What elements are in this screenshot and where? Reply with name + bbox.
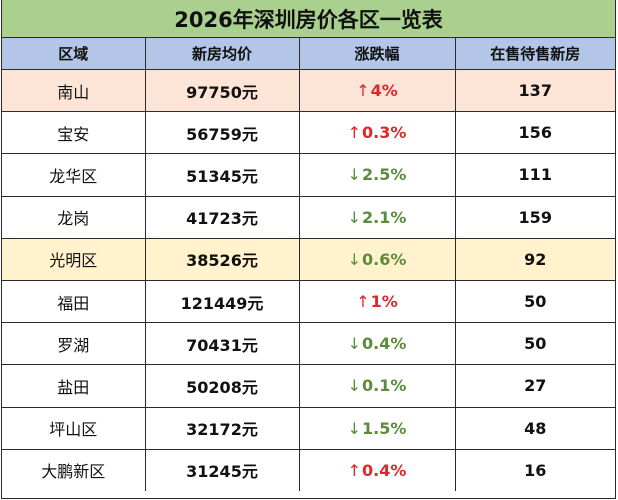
arrow-icon: ↑ <box>347 460 362 480</box>
table-row: 光明区 38526元 ↓0.6% 92 <box>2 237 615 281</box>
table-title: 2026年深圳房价各区一览表 <box>2 0 615 38</box>
listings-cell: 137 <box>454 68 615 113</box>
district-price-table: 区域 新房均价 涨跌幅 在售待售新房 南山 97750元 ↑4% 137 宝安 … <box>2 38 615 491</box>
change-value: 0.6% <box>362 249 407 269</box>
district-cell: 宝安 <box>2 111 146 155</box>
table-row: 南山 97750元 ↑4% 137 <box>2 68 615 113</box>
column-header-district: 区域 <box>2 38 146 70</box>
district-cell: 南山 <box>2 68 146 113</box>
listings-cell: 16 <box>454 448 615 491</box>
change-value: 1% <box>370 292 398 312</box>
price-cell: 38526元 <box>144 237 300 281</box>
price-cell: 121449元 <box>144 279 300 324</box>
change-cell: ↑0.3% <box>298 111 456 155</box>
change-value: 1.5% <box>362 418 407 438</box>
change-cell: ↓1.5% <box>298 406 456 450</box>
change-cell: ↓2.1% <box>298 195 456 239</box>
price-cell: 97750元 <box>144 68 300 113</box>
change-cell: ↓0.1% <box>298 364 456 408</box>
arrow-icon: ↓ <box>347 334 362 354</box>
table-row: 大鹏新区 31245元 ↑0.4% 16 <box>2 448 615 491</box>
district-cell: 龙华区 <box>2 153 146 197</box>
table-row: 福田 121449元 ↑1% 50 <box>2 279 615 324</box>
table-row: 罗湖 70431元 ↓0.4% 50 <box>2 322 615 366</box>
arrow-icon: ↑ <box>347 123 362 143</box>
price-cell: 50208元 <box>144 364 300 408</box>
change-value: 2.1% <box>362 207 407 227</box>
arrow-icon: ↑ <box>356 81 370 101</box>
column-header-listings: 在售待售新房 <box>454 38 615 70</box>
change-cell: ↓0.6% <box>298 237 456 281</box>
column-header-avg-price: 新房均价 <box>144 38 300 70</box>
district-cell: 罗湖 <box>2 322 146 366</box>
price-cell: 70431元 <box>144 322 300 366</box>
change-cell: ↓0.4% <box>298 322 456 366</box>
district-cell: 福田 <box>2 279 146 324</box>
district-cell: 光明区 <box>2 237 146 281</box>
table-row: 宝安 56759元 ↑0.3% 156 <box>2 111 615 155</box>
change-cell: ↓2.5% <box>298 153 456 197</box>
listings-cell: 159 <box>454 195 615 239</box>
change-cell: ↑1% <box>298 279 456 324</box>
arrow-icon: ↓ <box>347 376 362 396</box>
change-value: 4% <box>370 81 398 101</box>
arrow-icon: ↓ <box>347 249 362 269</box>
change-value: 0.4% <box>362 460 407 480</box>
arrow-icon: ↑ <box>356 292 370 312</box>
arrow-icon: ↓ <box>347 207 362 227</box>
change-value: 0.3% <box>362 123 407 143</box>
listings-cell: 50 <box>454 322 615 366</box>
listings-cell: 27 <box>454 364 615 408</box>
table-row: 坪山区 32172元 ↓1.5% 48 <box>2 406 615 450</box>
header-row: 区域 新房均价 涨跌幅 在售待售新房 <box>2 38 615 70</box>
table-row: 盐田 50208元 ↓0.1% 27 <box>2 364 615 408</box>
price-cell: 41723元 <box>144 195 300 239</box>
column-header-change: 涨跌幅 <box>298 38 456 70</box>
arrow-icon: ↓ <box>347 418 362 438</box>
change-value: 0.1% <box>362 376 407 396</box>
table-row: 龙岗 41723元 ↓2.1% 159 <box>2 195 615 239</box>
change-cell: ↑0.4% <box>298 448 456 491</box>
district-cell: 龙岗 <box>2 195 146 239</box>
district-cell: 盐田 <box>2 364 146 408</box>
price-cell: 51345元 <box>144 153 300 197</box>
change-cell: ↑4% <box>298 68 456 113</box>
listings-cell: 156 <box>454 111 615 155</box>
price-cell: 31245元 <box>144 448 300 491</box>
arrow-icon: ↓ <box>347 165 362 185</box>
change-value: 0.4% <box>362 334 407 354</box>
change-value: 2.5% <box>362 165 407 185</box>
listings-cell: 111 <box>454 153 615 197</box>
listings-cell: 92 <box>454 237 615 281</box>
district-cell: 大鹏新区 <box>2 448 146 491</box>
price-cell: 32172元 <box>144 406 300 450</box>
listings-cell: 50 <box>454 279 615 324</box>
table-row: 龙华区 51345元 ↓2.5% 111 <box>2 153 615 197</box>
district-cell: 坪山区 <box>2 406 146 450</box>
listings-cell: 48 <box>454 406 615 450</box>
price-cell: 56759元 <box>144 111 300 155</box>
